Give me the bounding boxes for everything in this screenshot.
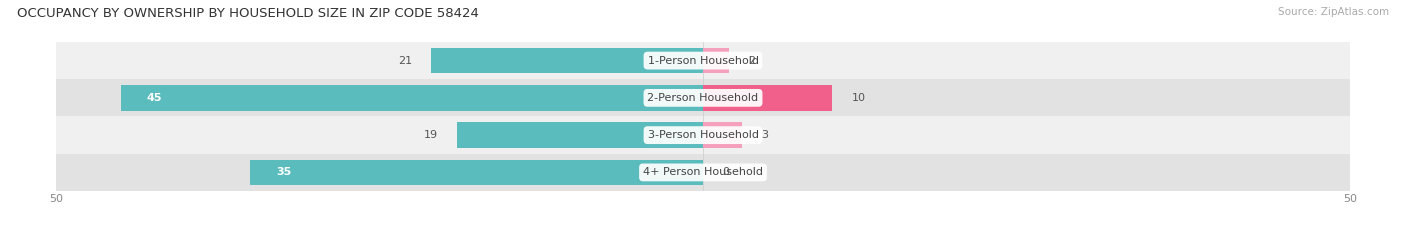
Bar bbox=[56, 116, 1350, 154]
Text: 19: 19 bbox=[423, 130, 437, 140]
Text: 3-Person Household: 3-Person Household bbox=[648, 130, 758, 140]
Text: 21: 21 bbox=[398, 56, 412, 65]
Text: 3: 3 bbox=[761, 130, 768, 140]
Text: 1-Person Household: 1-Person Household bbox=[648, 56, 758, 65]
Bar bbox=[457, 123, 703, 148]
Bar bbox=[703, 48, 728, 73]
Bar bbox=[56, 79, 1350, 116]
Text: 35: 35 bbox=[276, 168, 291, 177]
Text: 45: 45 bbox=[146, 93, 162, 103]
Bar bbox=[703, 123, 742, 148]
Bar bbox=[250, 160, 703, 185]
Bar bbox=[56, 154, 1350, 191]
Text: 0: 0 bbox=[723, 168, 730, 177]
Text: Source: ZipAtlas.com: Source: ZipAtlas.com bbox=[1278, 7, 1389, 17]
Text: 2: 2 bbox=[748, 56, 755, 65]
Text: 10: 10 bbox=[852, 93, 866, 103]
Bar bbox=[121, 85, 703, 110]
Bar bbox=[432, 48, 703, 73]
Bar bbox=[703, 85, 832, 110]
Text: OCCUPANCY BY OWNERSHIP BY HOUSEHOLD SIZE IN ZIP CODE 58424: OCCUPANCY BY OWNERSHIP BY HOUSEHOLD SIZE… bbox=[17, 7, 479, 20]
Text: 4+ Person Household: 4+ Person Household bbox=[643, 168, 763, 177]
Bar bbox=[56, 42, 1350, 79]
Text: 2-Person Household: 2-Person Household bbox=[647, 93, 759, 103]
